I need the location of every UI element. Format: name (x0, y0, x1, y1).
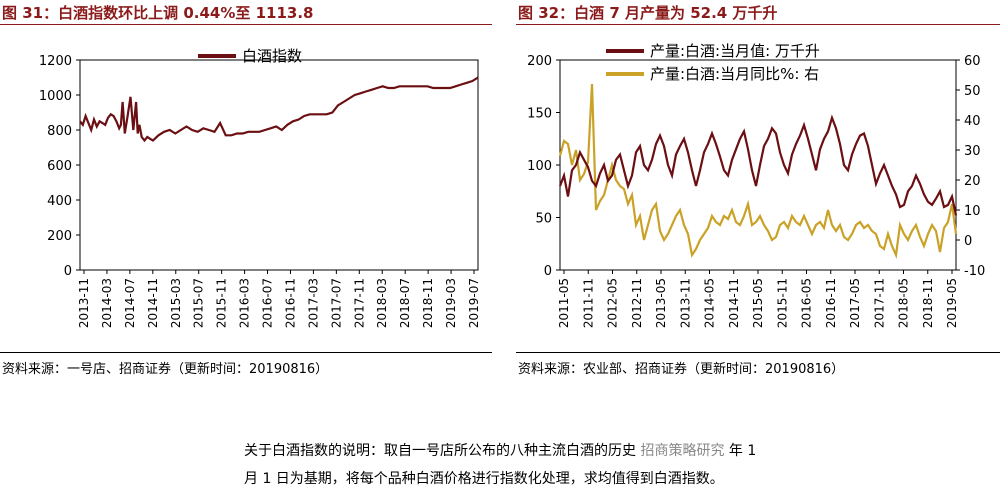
right-x-tick-label: 2017-05 (848, 278, 862, 328)
right-x-tick-label: 2016-05 (800, 278, 814, 328)
left-series-line-baijiu-index (79, 76, 479, 143)
left-x-tick-label: 2018-11 (421, 278, 435, 328)
right-legend: 产量:白酒:当月值: 万千升 产量:白酒:当月同比%: 右 (606, 42, 820, 83)
right-chart-title: 图 32：白酒 7 月产量为 52.4 万千升 (518, 4, 778, 22)
left-source: 资料来源：一号店、招商证券（更新时间：20190816） (2, 362, 329, 377)
right-x-tick-label: 2013-11 (678, 278, 692, 328)
right-x-tick-label: 2014-11 (727, 278, 741, 328)
right-y2-tick-label: -10 (964, 264, 985, 279)
left-x-tick-label: 2018-03 (375, 278, 389, 328)
right-legend-label-volume: 产量:白酒:当月值: 万千升 (650, 42, 820, 60)
left-y-tick-label: 600 (47, 159, 72, 174)
left-chart-title: 图 31：白酒指数环比上调 0.44%至 1113.8 (2, 4, 314, 22)
right-y2-tick-label: 50 (964, 84, 981, 99)
right-source-rule (516, 352, 1000, 353)
left-x-tick-label: 2017-03 (306, 278, 320, 328)
note-line-1-text: 关于白酒指数的说明：取自一号店所公布的八种主流白酒的历史 (244, 443, 636, 459)
left-x-tick-label: 2014-03 (100, 278, 114, 328)
right-y2-tick-label: 20 (964, 174, 981, 189)
right-x-tick-label: 2013-05 (654, 278, 668, 328)
right-plot-frame (559, 59, 957, 271)
left-plot-frame (79, 59, 479, 271)
left-x-tick-label: 2016-03 (238, 278, 252, 328)
left-x-tick-label: 2019-07 (467, 278, 481, 328)
watermark: 招商策略研究 (640, 443, 725, 459)
left-x-tick-label: 2013-11 (77, 278, 91, 328)
right-y2-tick-label: 40 (964, 114, 981, 129)
right-x-tick-label: 2014-05 (703, 278, 717, 328)
left-x-tick-label: 2015-07 (192, 278, 206, 328)
left-y-tick-label: 400 (47, 194, 72, 209)
left-legend: 白酒指数 (198, 47, 302, 65)
note-line-1-end: 年 1 (728, 443, 757, 459)
left-y-tick-label: 0 (64, 264, 72, 279)
left-x-tick-label: 2016-11 (283, 278, 297, 328)
left-title-rule (0, 24, 492, 25)
left-x-tick-label: 2017-11 (352, 278, 366, 328)
right-y2-tick-label: 30 (964, 144, 981, 159)
left-x-tick-label: 2014-11 (146, 278, 160, 328)
right-x-tick-label: 2011-11 (581, 278, 595, 328)
left-x-tick-label: 2015-11 (215, 278, 229, 328)
left-source-rule (0, 352, 492, 353)
right-y-tick-label: 100 (527, 159, 552, 174)
right-x-tick-label: 2018-05 (897, 278, 911, 328)
left-legend-label: 白酒指数 (242, 47, 302, 65)
right-x-tick-label: 2015-11 (775, 278, 789, 328)
right-series-line-monthly-volume (558, 114, 958, 216)
left-x-tick-label: 2016-07 (261, 278, 275, 328)
right-x-tick-label: 2016-11 (824, 278, 838, 328)
left-x-tick-label: 2017-07 (329, 278, 343, 328)
left-y-tick-label: 1000 (39, 89, 72, 104)
left-y-tick-label: 800 (47, 124, 72, 139)
right-x-tick-label: 2011-05 (557, 278, 571, 328)
left-x-tick-label: 2014-07 (123, 278, 137, 328)
right-x-tick-label: 2012-05 (606, 278, 620, 328)
left-x-tick-label: 2015-03 (169, 278, 183, 328)
left-x-tick-label: 2018-07 (398, 278, 412, 328)
right-y-tick-label: 50 (535, 212, 552, 227)
right-series-line-yoy (558, 83, 958, 260)
left-y-tick-label: 1200 (39, 54, 72, 69)
right-x-tick-label: 2012-11 (630, 278, 644, 328)
right-y2-tick-label: 10 (964, 204, 981, 219)
left-chart: 白酒指数 0 200 400 600 800 1000 1200 2013-11 2014-03… (39, 47, 481, 328)
right-x-tick-label: 2017-11 (872, 278, 886, 328)
left-x-tick-label: 2019-03 (444, 278, 458, 328)
right-y-tick-label: 200 (527, 54, 552, 69)
right-y2-tick-label: 60 (964, 54, 981, 69)
right-x-tick-label: 2018-11 (921, 278, 935, 328)
right-y-tick-label: 0 (544, 264, 552, 279)
right-y-tick-label: 150 (527, 107, 552, 122)
right-x-tick-label: 2015-05 (751, 278, 765, 328)
note-line-2: 月 1 日为基期，将每个品种白酒价格进行指数化处理，求均值得到白酒指数。 (244, 471, 724, 487)
right-x-tick-label: 2019-05 (945, 278, 959, 328)
right-title-rule (516, 24, 1000, 25)
right-legend-label-yoy: 产量:白酒:当月同比%: 右 (650, 65, 819, 83)
left-y-tick-label: 200 (47, 229, 72, 244)
note-line-1: 关于白酒指数的说明：取自一号店所公布的八种主流白酒的历史 招商策略研究 年 1 (244, 440, 756, 460)
right-source: 资料来源：农业部、招商证券（更新时间：20190816） (518, 362, 845, 377)
right-y2-tick-label: 0 (964, 234, 972, 249)
right-chart: 产量:白酒:当月值: 万千升 产量:白酒:当月同比%: 右 0501001502… (527, 42, 985, 328)
